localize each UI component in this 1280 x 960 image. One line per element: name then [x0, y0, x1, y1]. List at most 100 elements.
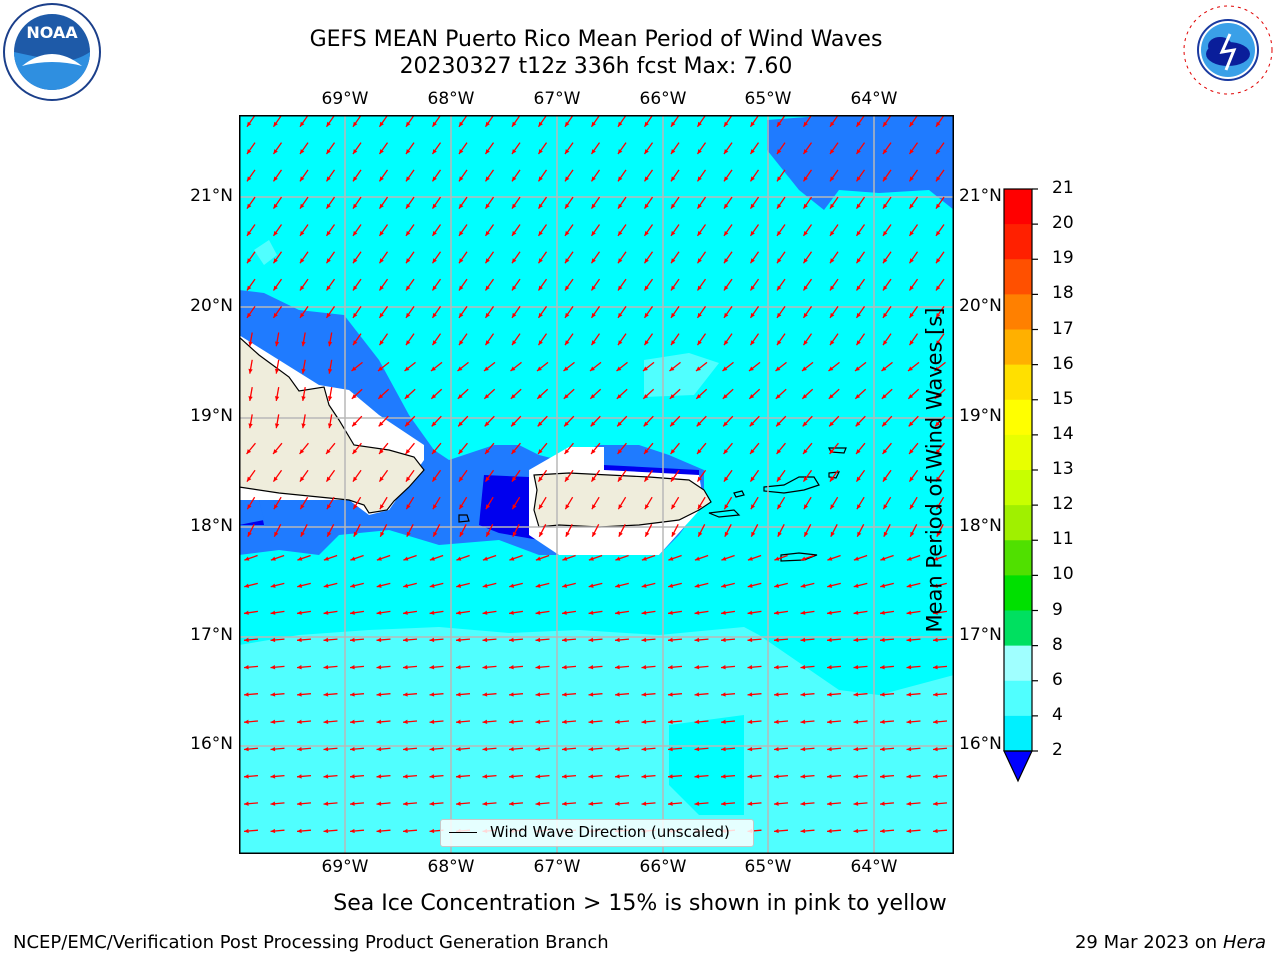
wind-wave-arrowhead — [511, 258, 517, 264]
wind-wave-arrowhead — [827, 583, 833, 588]
wind-wave-arrowhead — [747, 746, 753, 752]
wind-wave-arrowhead — [723, 121, 729, 127]
land-puerto-rico — [533, 472, 712, 528]
wind-wave-arrowhead — [535, 692, 541, 697]
wind-wave-arrowhead — [297, 746, 302, 752]
wind-wave-arrowhead — [403, 828, 408, 834]
wind-wave-arrowhead — [853, 583, 859, 588]
wind-wave-arrowhead — [694, 583, 700, 588]
wind-wave-arrowhead — [299, 149, 305, 155]
wind-wave-arrowhead — [617, 121, 623, 127]
colorbar-tick-label: 19 — [1052, 248, 1074, 269]
wind-wave-arrowhead — [668, 801, 673, 806]
wind-wave-arrowhead — [301, 368, 306, 374]
wind-wave-arrowhead — [299, 476, 305, 482]
wind-wave-arrowhead — [379, 340, 384, 346]
wind-wave-arrowhead — [694, 665, 700, 670]
wind-wave-arrowhead — [456, 556, 462, 561]
wind-wave-arrowhead — [856, 312, 861, 318]
wind-wave-arrowhead — [301, 341, 306, 347]
wind-wave-arrowhead — [856, 203, 861, 209]
wind-wave-arrowhead — [774, 746, 779, 752]
wind-wave-arrowhead — [933, 583, 939, 588]
wind-wave-arrowhead — [482, 746, 488, 752]
wind-wave-arrowhead — [246, 149, 252, 155]
wind-wave-arrowhead — [432, 449, 437, 455]
wind-wave-arrowhead — [724, 504, 729, 510]
wind-wave-arrowhead — [750, 203, 755, 209]
wind-wave-arrowhead — [535, 556, 541, 561]
wind-wave-arrowhead — [323, 828, 329, 834]
wind-wave-arrowhead — [880, 828, 885, 834]
wind-wave-arrowhead — [429, 774, 435, 779]
wind-wave-arrowhead — [270, 583, 276, 588]
wind-wave-arrowhead — [723, 203, 729, 209]
wind-wave-arrowhead — [800, 692, 806, 697]
wind-wave-arrowhead — [431, 366, 436, 372]
wind-wave-arrowhead — [803, 121, 808, 127]
wind-wave-arrowhead — [482, 774, 488, 779]
wind-wave-arrowhead — [273, 176, 278, 182]
wind-wave-arrowhead — [909, 176, 914, 182]
wind-wave-arrowhead — [456, 637, 461, 643]
colorbar-tick-label: 4 — [1052, 704, 1063, 725]
wind-wave-arrowhead — [246, 121, 252, 127]
wind-wave-arrowhead — [300, 531, 305, 537]
wind-wave-arrowhead — [244, 610, 249, 615]
wind-wave-arrowhead — [827, 556, 833, 561]
wind-wave-arrowhead — [297, 556, 303, 561]
wind-wave-arrowhead — [562, 610, 567, 615]
wind-wave-arrowhead — [670, 476, 676, 482]
wind-wave-arrowhead — [376, 801, 382, 806]
colorbar-tick-label: 8 — [1052, 634, 1063, 655]
wind-wave-arrowhead — [853, 556, 859, 561]
colorbar-segment — [1004, 189, 1032, 225]
wind-wave-arrowhead — [882, 285, 888, 291]
wind-wave-arrowhead — [909, 258, 914, 264]
wind-wave-arrowhead — [906, 583, 912, 588]
wind-wave-arrowhead — [535, 637, 541, 643]
wind-wave-arrowhead — [618, 531, 623, 537]
wind-wave-arrowhead — [432, 504, 438, 510]
wind-wave-arrowhead — [644, 476, 649, 482]
colorbar-segment — [1004, 329, 1032, 366]
wind-wave-arrowhead — [299, 312, 305, 318]
wind-wave-arrowhead — [297, 583, 303, 588]
wind-wave-arrowhead — [350, 801, 355, 806]
wind-wave-arrowhead — [827, 692, 832, 697]
nws-logo — [1178, 0, 1278, 104]
wind-wave-arrowhead — [669, 366, 675, 372]
wind-wave-arrows — [243, 115, 948, 834]
map-legend: Wind Wave Direction (unscaled) — [440, 819, 754, 847]
wind-wave-arrowhead — [829, 449, 835, 455]
wind-wave-arrowhead — [882, 340, 888, 346]
wind-wave-arrowhead — [591, 340, 596, 346]
wind-wave-arrowhead — [562, 583, 568, 588]
wind-wave-arrowhead — [458, 203, 464, 209]
colorbar-segment — [1004, 364, 1032, 401]
wind-wave-arrowhead — [456, 610, 461, 615]
lon-label-top-69w: 69°W — [321, 89, 369, 109]
wind-wave-arrowhead — [458, 121, 464, 127]
colorbar-segment — [1004, 470, 1032, 506]
wind-wave-arrowhead — [723, 340, 729, 346]
wind-wave-arrowhead — [591, 176, 596, 182]
wind-wave-arrowhead — [244, 746, 249, 752]
wind-wave-arrowhead — [800, 583, 806, 588]
wind-wave-arrowhead — [270, 719, 276, 724]
wind-wave-arrowhead — [644, 258, 649, 264]
wind-wave-arrowhead — [509, 637, 514, 643]
colorbar-segment — [1004, 505, 1032, 541]
wind-wave-arrowhead — [379, 230, 384, 236]
wind-wave-arrowhead — [403, 556, 409, 561]
wind-wave-arrowhead — [617, 312, 623, 318]
wind-wave-arrowhead — [538, 203, 543, 209]
wind-wave-arrowhead — [564, 340, 570, 346]
wind-wave-arrowhead — [458, 312, 464, 318]
wind-wave-arrowhead — [457, 394, 463, 399]
wind-wave-arrowhead — [800, 746, 806, 752]
wind-wave-arrowhead — [829, 203, 835, 209]
wind-wave-arrowhead — [301, 423, 306, 429]
wind-wave-arrowhead — [830, 531, 835, 537]
wind-wave-arrowhead — [458, 476, 464, 482]
